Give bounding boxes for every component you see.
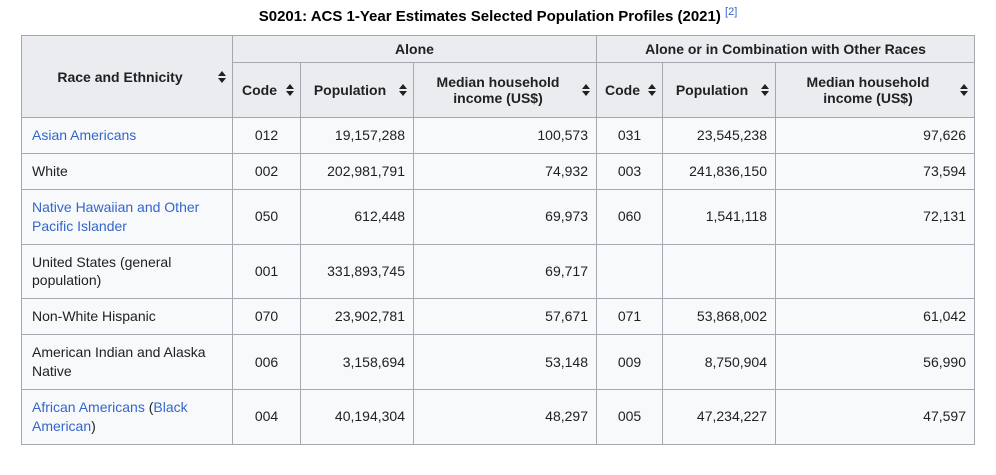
alone-code-cell: 050 <box>232 188 301 245</box>
alone-population-cell: 612,448 <box>300 188 414 245</box>
alone-income-cell: 48,297 <box>413 389 597 445</box>
population-profiles-table: Race and Ethnicity Alone Alone or in Com… <box>21 35 975 445</box>
col-header-alone-code[interactable]: Code <box>232 62 301 118</box>
combined-population-cell: 8,750,904 <box>662 334 776 391</box>
race-label-paren-open: ( <box>144 399 154 416</box>
alone-code-cell: 070 <box>232 298 301 336</box>
alone-population-cell: 23,902,781 <box>300 298 414 336</box>
race-link-black-american[interactable]: Black American <box>32 399 188 434</box>
combined-code-cell <box>596 243 663 300</box>
col-header-alone-population-label: Population <box>313 82 387 98</box>
combined-population-cell: 1,541,118 <box>662 188 776 245</box>
table-row: Non-White Hispanic 070 23,902,781 57,671… <box>21 298 975 336</box>
race-cell-african-americans: African Americans (Black American) <box>21 389 233 445</box>
race-link-native-hawaiian[interactable]: Native Hawaiian and Other Pacific Island… <box>32 198 200 234</box>
combined-income-cell: 56,990 <box>775 334 975 391</box>
race-label-white: White <box>21 152 233 190</box>
table-row: Native Hawaiian and Other Pacific Island… <box>21 188 975 245</box>
table-title-text: S0201: ACS 1-Year Estimates Selected Pop… <box>258 8 721 25</box>
alone-population-cell: 19,157,288 <box>300 117 414 154</box>
alone-income-cell: 53,148 <box>413 334 597 391</box>
table-row: United States (general population) 001 3… <box>21 243 975 300</box>
col-header-alone-population[interactable]: Population <box>300 62 414 118</box>
alone-population-cell: 40,194,304 <box>300 389 414 445</box>
sort-icon[interactable] <box>582 84 590 96</box>
col-header-combined-income-label: Median household income (US$) <box>806 74 930 106</box>
combined-income-cell: 72,131 <box>775 188 975 245</box>
combined-code-cell: 031 <box>596 117 663 154</box>
combined-population-cell: 23,545,238 <box>662 117 776 154</box>
combined-code-cell: 071 <box>596 298 663 336</box>
sort-icon[interactable] <box>286 84 294 96</box>
race-label-paren-close: ) <box>91 417 96 434</box>
alone-income-cell: 69,717 <box>413 243 597 300</box>
alone-income-cell: 57,671 <box>413 298 597 336</box>
alone-population-cell: 3,158,694 <box>300 334 414 391</box>
alone-code-cell: 001 <box>232 243 301 300</box>
col-header-alone-income[interactable]: Median household income (US$) <box>413 62 597 118</box>
alone-population-cell: 202,981,791 <box>300 152 414 190</box>
combined-code-cell: 009 <box>596 334 663 391</box>
combined-population-cell: 47,234,227 <box>662 389 776 445</box>
alone-code-cell: 006 <box>232 334 301 391</box>
col-header-combined-code[interactable]: Code <box>596 62 663 118</box>
alone-code-cell: 012 <box>232 117 301 154</box>
sort-icon[interactable] <box>648 84 656 96</box>
combined-income-cell: 73,594 <box>775 152 975 190</box>
column-header-row: Code Population Median household income … <box>22 62 975 118</box>
combined-income-cell: 97,626 <box>775 117 975 154</box>
combined-population-cell: 53,868,002 <box>662 298 776 336</box>
col-header-race[interactable]: Race and Ethnicity <box>21 35 233 118</box>
col-header-race-label: Race and Ethnicity <box>57 68 183 85</box>
alone-income-cell: 69,973 <box>413 188 597 245</box>
combined-code-cell: 005 <box>596 389 663 445</box>
combined-population-cell: 241,836,150 <box>662 152 776 190</box>
col-header-combined-income[interactable]: Median household income (US$) <box>775 62 975 118</box>
race-label-non-white-hispanic: Non-White Hispanic <box>21 298 233 336</box>
combined-income-cell: 47,597 <box>775 389 975 445</box>
race-link-african-americans[interactable]: African Americans <box>32 399 145 416</box>
table-title: S0201: ACS 1-Year Estimates Selected Pop… <box>0 6 996 26</box>
alone-code-cell: 004 <box>232 389 301 445</box>
group-header-row: Race and Ethnicity Alone Alone or in Com… <box>21 35 975 118</box>
combined-code-cell: 060 <box>596 188 663 245</box>
sort-icon[interactable] <box>761 84 769 96</box>
alone-population-cell: 331,893,745 <box>300 243 414 300</box>
citation-link[interactable]: [2] <box>725 6 738 18</box>
combined-code-cell: 003 <box>596 152 663 190</box>
col-header-combined-code-label: Code <box>605 82 640 98</box>
sort-icon[interactable] <box>399 84 407 96</box>
table-row: White 002 202,981,791 74,932 003 241,836… <box>21 152 975 190</box>
col-header-combined-population-label: Population <box>675 82 749 98</box>
table-row: African Americans (Black American) 004 4… <box>21 389 975 445</box>
alone-income-cell: 100,573 <box>413 117 597 154</box>
sort-icon[interactable] <box>218 70 226 83</box>
race-link-asian-americans[interactable]: Asian Americans <box>32 127 137 143</box>
col-header-combined-population[interactable]: Population <box>662 62 776 118</box>
race-label-american-indian: American Indian and Alaska Native <box>21 334 233 391</box>
group-header-combined: Alone or in Combination with Other Races <box>596 35 975 63</box>
col-header-alone-income-label: Median household income (US$) <box>436 74 560 106</box>
alone-income-cell: 74,932 <box>413 152 597 190</box>
table-row: American Indian and Alaska Native 006 3,… <box>21 334 975 391</box>
combined-income-cell: 61,042 <box>775 298 975 336</box>
group-header-alone: Alone <box>232 35 597 63</box>
alone-code-cell: 002 <box>232 152 301 190</box>
col-header-alone-code-label: Code <box>242 82 277 98</box>
combined-population-cell <box>662 243 776 300</box>
table-row: Asian Americans 012 19,157,288 100,573 0… <box>21 117 975 154</box>
combined-income-cell <box>775 243 975 300</box>
race-label-united-states: United States (general population) <box>21 243 233 300</box>
sort-icon[interactable] <box>960 84 968 96</box>
